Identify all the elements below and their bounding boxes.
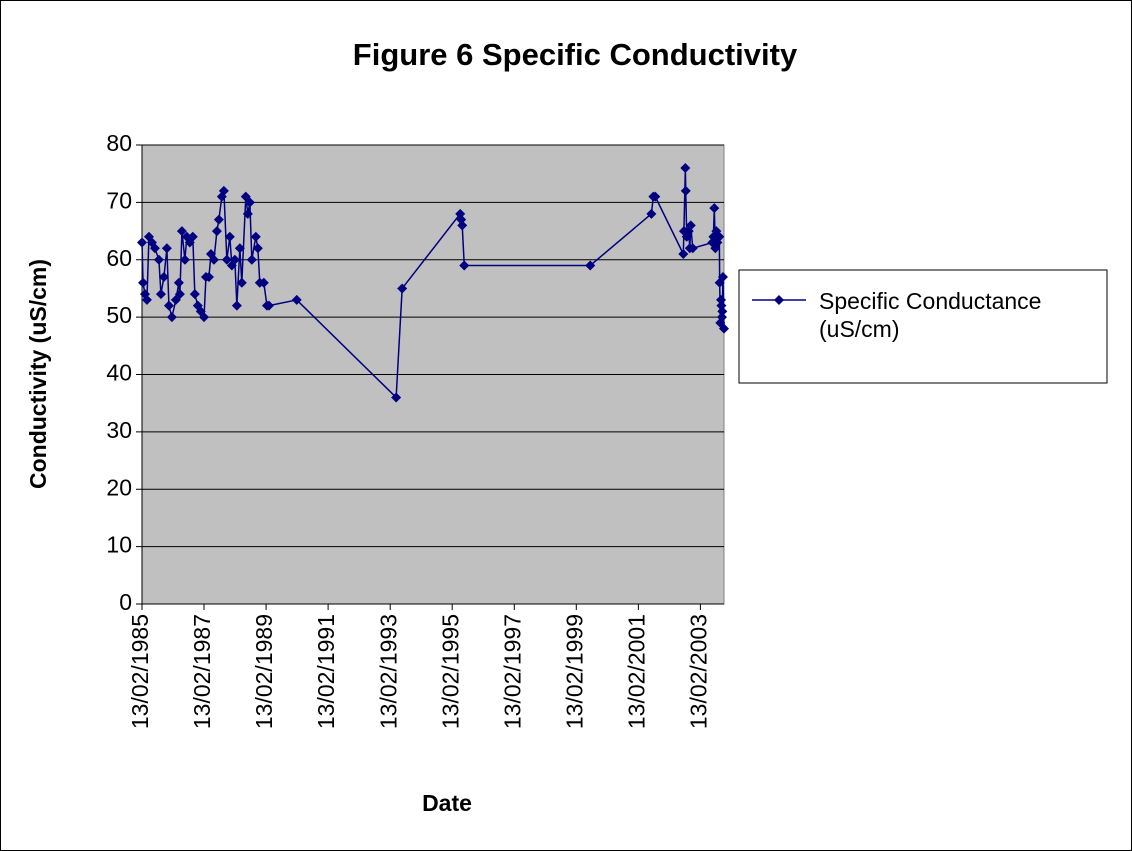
y-tick-label: 60 <box>106 245 132 271</box>
data-point <box>138 277 149 288</box>
data-point <box>221 254 232 265</box>
data-point <box>717 271 728 282</box>
data-point <box>173 277 184 288</box>
data-point <box>650 191 661 202</box>
data-point <box>236 277 247 288</box>
y-tick-label: 50 <box>106 302 132 328</box>
data-point <box>714 231 725 242</box>
x-tick-label: 13/02/1985 <box>127 614 153 729</box>
data-point <box>242 208 253 219</box>
data-point <box>719 323 729 334</box>
data-point <box>716 294 727 305</box>
legend-box <box>738 269 1108 384</box>
data-point <box>203 271 214 282</box>
data-point <box>291 294 302 305</box>
data-point <box>391 392 402 403</box>
x-tick-label: 13/02/1995 <box>437 614 463 729</box>
data-point <box>218 185 229 196</box>
legend-marker <box>774 295 784 305</box>
data-point <box>158 271 169 282</box>
data-point <box>252 243 263 254</box>
data-point <box>716 312 727 323</box>
data-point <box>717 306 728 317</box>
data-point <box>161 243 172 254</box>
y-tick-label: 30 <box>106 417 132 443</box>
data-point <box>174 289 185 300</box>
data-point <box>163 300 174 311</box>
y-tick-label: 20 <box>106 474 132 500</box>
data-point <box>149 243 160 254</box>
y-tick-label: 80 <box>106 130 132 156</box>
data-point <box>141 294 152 305</box>
data-point <box>166 312 177 323</box>
data-point <box>179 254 190 265</box>
y-tick-label: 40 <box>106 360 132 386</box>
data-point <box>187 231 198 242</box>
data-point <box>231 300 242 311</box>
data-point <box>234 243 245 254</box>
data-point <box>189 289 200 300</box>
data-point <box>246 254 257 265</box>
x-tick-label: 13/02/1999 <box>561 614 587 729</box>
data-point <box>680 162 691 173</box>
x-tick-label: 13/02/1997 <box>499 614 525 729</box>
y-tick-label: 0 <box>119 589 132 615</box>
data-point <box>585 260 596 271</box>
data-point <box>205 249 216 260</box>
x-tick-label: 13/02/2001 <box>623 614 649 729</box>
x-tick-label: 13/02/1993 <box>375 614 401 729</box>
data-point <box>258 277 269 288</box>
data-point <box>459 260 470 271</box>
data-point <box>137 237 147 248</box>
legend-label: Specific Conductance (uS/cm) <box>819 288 1042 342</box>
data-point <box>213 214 224 225</box>
data-point <box>229 254 240 265</box>
data-point <box>244 197 255 208</box>
data-point <box>457 220 468 231</box>
x-tick-label: 13/02/1987 <box>189 614 215 729</box>
data-point <box>397 283 408 294</box>
x-axis-label: Date <box>422 790 472 816</box>
data-point <box>680 185 691 196</box>
x-tick-label: 13/02/1989 <box>251 614 277 729</box>
data-point <box>250 231 261 242</box>
data-point <box>155 289 166 300</box>
data-point <box>687 243 698 254</box>
y-axis-label: Conductivity (uS/cm) <box>25 259 51 489</box>
data-point <box>176 226 187 237</box>
data-point <box>678 249 689 260</box>
y-tick-label: 70 <box>106 187 132 213</box>
data-point <box>199 312 210 323</box>
x-tick-label: 13/02/2003 <box>685 614 711 729</box>
y-tick-label: 10 <box>106 532 132 558</box>
data-point <box>224 231 235 242</box>
data-point <box>153 254 164 265</box>
data-point <box>208 254 219 265</box>
chart-title: Figure 6 Specific Conductivity <box>353 37 798 72</box>
data-point <box>263 300 274 311</box>
data-point <box>685 220 696 231</box>
x-tick-label: 13/02/1991 <box>313 614 339 729</box>
data-point <box>211 226 222 237</box>
data-point <box>646 208 657 219</box>
data-point <box>709 203 720 214</box>
